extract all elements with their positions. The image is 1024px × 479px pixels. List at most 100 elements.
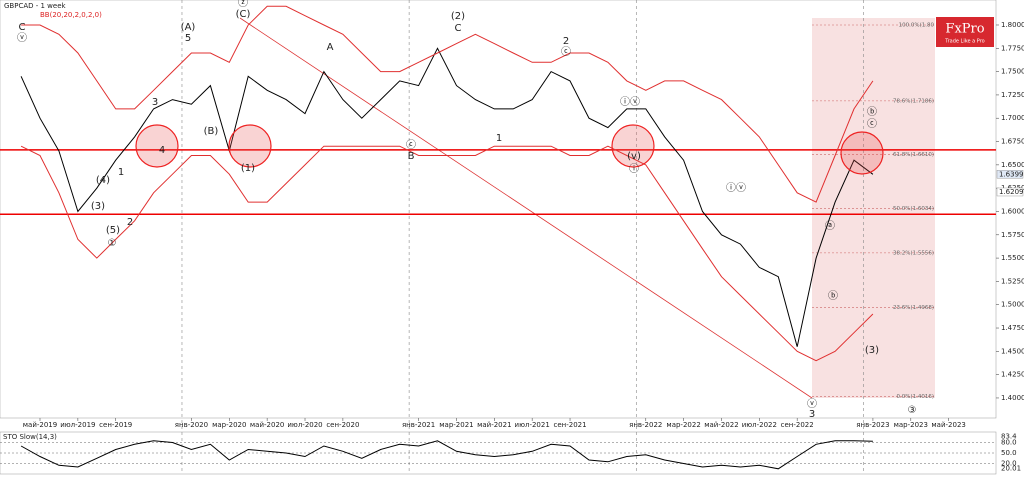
fib-label: 100.0%(1.80	[899, 22, 935, 28]
price-tag-box	[996, 170, 1024, 179]
wave-label: C	[19, 22, 26, 33]
price-tag-box	[996, 187, 1024, 197]
wave-label: ⓒ	[406, 139, 416, 151]
wave-label: ⓒ	[561, 46, 571, 58]
wave-label: 2	[563, 36, 569, 47]
wave-label: 3	[809, 409, 815, 420]
x-tick-label: янв-2022	[629, 421, 662, 429]
highlight-circle	[228, 124, 272, 168]
wave-label: 2	[127, 217, 133, 228]
x-tick-label: май-2023	[931, 421, 965, 429]
y-tick-label: 1.7750	[1001, 44, 1024, 52]
wave-label: ⓩ	[238, 0, 248, 9]
series-line	[20, 47, 874, 347]
wave-label: ⓑ	[828, 290, 838, 302]
stoch-title: STO Slow(14,3)	[3, 433, 57, 441]
series-line	[21, 5, 874, 203]
x-tick-label: сен-2019	[99, 421, 132, 429]
wave-label: 4	[159, 145, 165, 156]
logo-slogan: Trade Like a Pro	[944, 39, 984, 45]
highlight-circle	[840, 131, 884, 175]
wave-label: 5	[185, 33, 191, 44]
y-tick-label: 1.6750	[1001, 138, 1024, 146]
fib-label: 0.0%(1.4016)	[896, 394, 934, 400]
fib-label: 23.6%(1.4968)	[893, 305, 934, 311]
wave-label: ⓐ	[825, 220, 835, 232]
wave-label: (2)	[451, 11, 465, 22]
y-tick-label: 1.4500	[1001, 347, 1024, 355]
y-tick-label: 1.5750	[1001, 231, 1024, 239]
x-tick-label: янв-2023	[856, 421, 889, 429]
fib-zone	[812, 18, 935, 398]
x-tick-label: мар-2023	[894, 421, 928, 429]
y-tick-label: 1.5500	[1001, 254, 1024, 262]
wave-label: (A)	[181, 22, 196, 33]
x-tick-label: сен-2020	[326, 421, 359, 429]
wave-label: (3)	[865, 345, 879, 356]
fib-label: 78.6%(1.7186)	[893, 98, 934, 104]
wave-label: B	[408, 151, 415, 162]
wave-label: 1	[118, 167, 124, 178]
y-tick-label: 1.4000	[1001, 394, 1024, 402]
logo-box	[936, 17, 994, 47]
wave-label: ⓥ	[17, 32, 27, 44]
x-tick-label: сен-2021	[553, 421, 586, 429]
wave-label: ⓑ	[867, 106, 877, 118]
wave-label: ⓘⓥ	[620, 96, 640, 108]
wave-label: ①	[108, 238, 117, 249]
wave-label: A	[327, 42, 334, 53]
y-tick-label: 1.6000	[1001, 207, 1024, 215]
price-tag: 1.6399	[999, 170, 1024, 178]
stoch-tick-label: 50.0	[1001, 449, 1017, 457]
y-tick-label: 1.5000	[1001, 301, 1024, 309]
x-tick-label: мар-2020	[212, 421, 246, 429]
x-tick-label: июл-2022	[742, 421, 777, 429]
y-tick-label: 1.4250	[1001, 371, 1024, 379]
y-tick-label: 1.5250	[1001, 277, 1024, 285]
logo: FxPro Trade Like a Pro	[936, 17, 994, 47]
wave-label: ⓥ	[807, 398, 817, 410]
x-tick-label: янв-2020	[175, 421, 208, 429]
y-tick-label: 1.7000	[1001, 114, 1024, 122]
x-tick-label: май-2019	[23, 421, 57, 429]
wave-label: ③	[908, 405, 917, 416]
x-tick-label: сен-2022	[781, 421, 814, 429]
stoch-value-tag: 20.01	[1001, 464, 1021, 472]
y-tick-label: 1.8000	[1001, 21, 1024, 29]
wave-label: (3)	[91, 201, 105, 212]
x-tick-label: мар-2021	[439, 421, 473, 429]
y-tick-label: 1.4750	[1001, 324, 1024, 332]
series-line	[20, 145, 874, 362]
x-tick-label: июл-2021	[515, 421, 550, 429]
stoch-tick-label: 80.0	[1001, 439, 1017, 447]
fib-label: 50.0%(1.6034)	[893, 206, 934, 212]
wave-label: (1)	[241, 163, 255, 174]
series-line	[20, 440, 873, 470]
wave-label: ⓘ	[629, 163, 639, 175]
wave-label: (v)	[627, 151, 641, 162]
x-tick-label: май-2022	[704, 421, 738, 429]
wave-label: (5)	[106, 225, 120, 236]
wave-label: (B)	[204, 126, 219, 137]
wave-label: (C)	[236, 9, 251, 20]
indicator-label: BB(20,20,2,0,2,0)	[40, 11, 102, 19]
y-tick-label: 1.7250	[1001, 91, 1024, 99]
wave-label: 1	[496, 133, 502, 144]
stoch-panel	[0, 431, 997, 475]
x-tick-label: июл-2020	[287, 421, 322, 429]
chart-title: GBPCAD - 1 week	[4, 2, 67, 10]
x-tick-label: май-2021	[477, 421, 511, 429]
fib-label: 38.2%(1.5556)	[893, 250, 934, 256]
trend-line	[239, 17, 813, 399]
stoch-tick-label: 20.0	[1001, 460, 1017, 468]
wave-label: 3	[152, 97, 158, 108]
highlight-circle	[135, 124, 179, 168]
wave-label: C	[455, 23, 462, 34]
wave-label: ⓘⓥ	[726, 182, 746, 194]
highlight-circle	[611, 124, 655, 168]
y-tick-label: 1.6500	[1001, 161, 1024, 169]
wave-label: ⓒ	[867, 118, 877, 130]
x-tick-label: май-2020	[250, 421, 284, 429]
x-tick-label: июл-2019	[60, 421, 95, 429]
